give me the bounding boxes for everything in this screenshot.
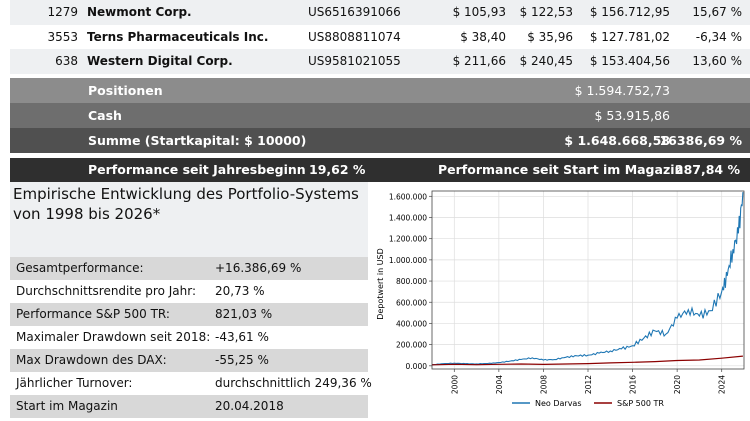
perf-start-label: Performance seit Start im Magazin	[438, 162, 684, 177]
holding-buy-price: $ 211,66	[452, 54, 506, 68]
y-tick-label: 1.000.000	[389, 256, 427, 265]
x-tick-label: 2012	[584, 375, 593, 394]
holding-performance: 15,67 %	[692, 5, 742, 19]
stats-label: Performance S&P 500 TR:	[16, 307, 170, 321]
holding-name: Newmont Corp.	[87, 5, 192, 19]
stats-title: Empirische Entwicklung des Portfolio-Sys…	[13, 185, 359, 223]
y-tick-label: 1.200.000	[389, 235, 427, 244]
cash-row: Cash $ 53.915,86	[10, 103, 750, 128]
holding-current-price: $ 122,53	[519, 5, 573, 19]
x-tick-label: 2004	[495, 375, 504, 394]
y-axis-label: Depotwert in USD	[376, 248, 385, 320]
holding-buy-price: $ 38,40	[460, 30, 506, 44]
y-tick-label: 200.000	[396, 341, 427, 350]
chart-grid	[432, 191, 744, 369]
holding-name: Western Digital Corp.	[87, 54, 233, 68]
x-tick-label: 2016	[629, 375, 638, 394]
y-tick-label: 1.400.000	[389, 213, 427, 222]
holding-performance: -6,34 %	[695, 30, 742, 44]
holding-isin: US9581021055	[308, 54, 401, 68]
stats-value: 20.04.2018	[215, 399, 284, 413]
holding-performance: 13,60 %	[692, 54, 742, 68]
y-tick-label: 400.000	[396, 319, 427, 328]
holding-buy-price: $ 105,93	[452, 5, 506, 19]
summe-row: Summe (Startkapital: $ 10000) $ 1.648.66…	[10, 128, 750, 153]
holding-value: $ 156.712,95	[589, 5, 670, 19]
cash-label: Cash	[88, 108, 122, 123]
summe-label: Summe (Startkapital: $ 10000)	[88, 133, 307, 148]
stats-label: Durchschnittsrendite pro Jahr:	[16, 284, 196, 298]
y-tick-label: 1.600.000	[389, 192, 427, 201]
stats-row: Maximaler Drawdown seit 2018: -43,61 %	[10, 326, 368, 349]
stats-value: -55,25 %	[215, 353, 269, 367]
y-tick-label: 600.000	[396, 298, 427, 307]
x-axis-ticks: 2000 2004 2008 2012 2016 2020 2024	[450, 369, 727, 394]
stats-row: Max Drawdown des DAX: -55,25 %	[10, 349, 368, 372]
y-axis-ticks: 0.000 200.000 400.000 600.000 800.000 1.000.0…	[389, 192, 432, 371]
holding-current-price: $ 35,96	[527, 30, 573, 44]
legend-label-sp500: S&P 500 TR	[617, 399, 664, 408]
summe-performance: 16386,69 %	[659, 133, 742, 148]
stats-value: 821,03 %	[215, 307, 273, 321]
holding-quantity: 3553	[47, 30, 78, 44]
stats-value: 20,73 %	[215, 284, 265, 298]
x-tick-label: 2008	[539, 375, 548, 394]
series-line-sp500	[431, 355, 743, 366]
stats-label: Start im Magazin	[16, 399, 118, 413]
holding-value: $ 127.781,02	[589, 30, 670, 44]
holding-quantity: 638	[55, 54, 78, 68]
table-row: 638 Western Digital Corp. US9581021055 $ 21…	[10, 49, 750, 74]
x-tick-label: 2024	[718, 375, 727, 394]
stats-row: Gesamtperformance: +16.386,69 %	[10, 257, 368, 280]
stats-row: Durchschnittsrendite pro Jahr: 20,73 %	[10, 280, 368, 303]
chart-series	[431, 192, 744, 366]
performance-row: Performance seit Jahresbeginn 19,62 % Pe…	[10, 158, 750, 182]
x-tick-label: 2000	[450, 375, 459, 394]
stats-value: durchschnittlich 249,36 %	[215, 376, 372, 390]
holding-current-price: $ 240,45	[519, 54, 573, 68]
positionen-row: Positionen $ 1.594.752,73	[10, 78, 750, 103]
table-row: 3553 Terns Pharmaceuticals Inc. US88088110…	[10, 25, 750, 50]
holding-value: $ 153.404,56	[589, 54, 670, 68]
legend: Neo Darvas S&P 500 TR	[512, 399, 664, 408]
stats-row: Start im Magazin 20.04.2018	[10, 395, 368, 418]
y-tick-label: 0.000	[406, 362, 428, 371]
stats-panel-bg	[10, 182, 368, 257]
perf-ytd-label: Performance seit Jahresbeginn	[88, 162, 306, 177]
perf-start-value: 287,84 %	[674, 162, 740, 177]
stats-value: +16.386,69 %	[215, 261, 302, 275]
positionen-label: Positionen	[88, 83, 163, 98]
stats-row: Jährlicher Turnover: durchschnittlich 249…	[10, 372, 372, 395]
y-tick-label: 800.000	[396, 277, 427, 286]
performance-chart: 0.000 200.000 400.000 600.000 800.000 1.000.0…	[372, 184, 750, 421]
table-row: 1279 Newmont Corp. US6516391066 $ 105,93 $ 1…	[10, 0, 750, 25]
stats-label: Gesamtperformance:	[16, 261, 144, 275]
stats-row: Performance S&P 500 TR: 821,03 %	[10, 303, 368, 326]
holding-name: Terns Pharmaceuticals Inc.	[87, 30, 269, 44]
holding-quantity: 1279	[47, 5, 78, 19]
perf-ytd-value: 19,62 %	[309, 162, 366, 177]
stats-label: Max Drawdown des DAX:	[16, 353, 167, 367]
stats-label: Maximaler Drawdown seit 2018:	[16, 330, 211, 344]
positionen-value: $ 1.594.752,73	[574, 83, 670, 98]
cash-value: $ 53.915,86	[594, 108, 670, 123]
stats-value: -43,61 %	[215, 330, 269, 344]
holding-isin: US8808811074	[308, 30, 401, 44]
series-line-neo-darvas	[431, 192, 744, 366]
x-tick-label: 2020	[673, 375, 682, 394]
legend-label-neo-darvas: Neo Darvas	[535, 399, 582, 408]
summe-value: $ 1.648.668,58	[564, 133, 670, 148]
stats-label: Jährlicher Turnover:	[16, 376, 133, 390]
holding-isin: US6516391066	[308, 5, 401, 19]
